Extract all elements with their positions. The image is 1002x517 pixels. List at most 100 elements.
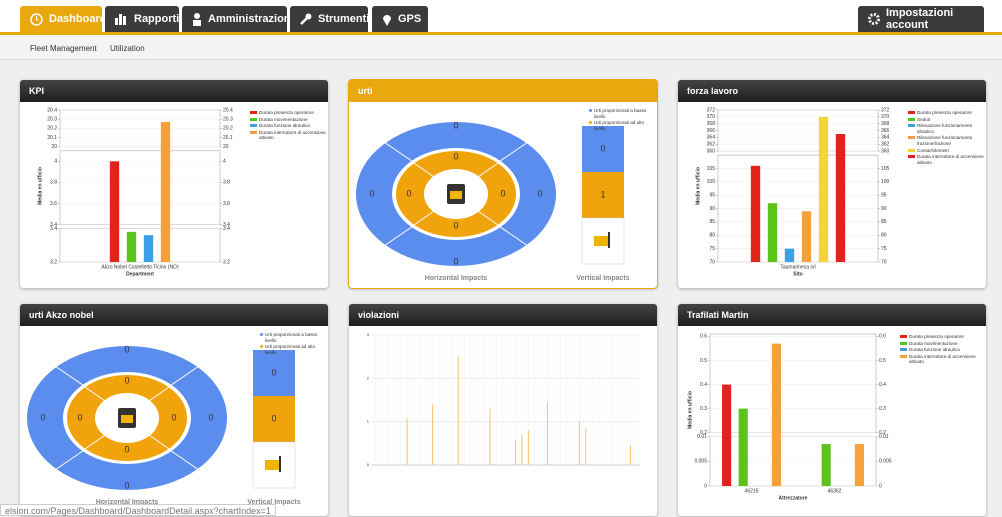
tab[interactable]: GPS xyxy=(372,6,428,32)
widget-title: KPI xyxy=(20,80,328,102)
impact-value: 0 xyxy=(171,412,176,422)
y-tick-label: 3.4 xyxy=(50,226,57,232)
vertical-box xyxy=(582,126,624,172)
y-tick-label: 3.8 xyxy=(50,180,57,186)
icon xyxy=(383,14,391,26)
tab[interactable]: Amministrazione xyxy=(182,6,297,32)
bar xyxy=(835,133,846,262)
y-tick-label: 20.1 xyxy=(47,135,57,141)
plot-segment xyxy=(59,150,221,225)
y-tick-label: 0.01 xyxy=(697,434,707,440)
impact-value: 0 xyxy=(77,412,82,422)
legend-label: Urti proporzionati a basso livello xyxy=(594,108,647,119)
y2-tick-label: 4 xyxy=(223,159,226,165)
legend-item: Urti proporzionati a basso livello xyxy=(260,332,320,343)
forklift-icon xyxy=(450,191,462,199)
impact-value: 0 xyxy=(124,444,129,454)
legend-swatch xyxy=(908,148,915,152)
impact-value: 0 xyxy=(453,256,458,266)
bar xyxy=(126,231,137,262)
vertical-box xyxy=(582,172,624,218)
bar xyxy=(143,235,154,262)
icon xyxy=(30,12,43,26)
tab-label: Strumenti xyxy=(318,13,370,25)
tab[interactable]: Strumenti xyxy=(290,6,370,32)
x-axis-label: Department xyxy=(126,271,154,277)
y-axis-label: Media en ufficio xyxy=(37,167,43,205)
y2-tick-label: 3.8 xyxy=(223,180,230,186)
legend-swatch xyxy=(260,345,263,349)
y-tick-label: 360 xyxy=(707,148,716,154)
widget-chart: 3.2 3.23.4 3.43.4 3.43.6 3.63.8 3.84 420 2020.1… xyxy=(37,107,233,277)
icon xyxy=(300,13,312,25)
vertical-box xyxy=(253,350,295,396)
bar xyxy=(521,434,523,465)
y2-tick-label: 372 xyxy=(881,107,890,113)
impact-value: 0 xyxy=(124,480,129,490)
legend-label: Contachilometri xyxy=(917,147,949,153)
divider xyxy=(413,210,435,226)
y2-tick-label: 360 xyxy=(881,148,890,154)
impact-value: 0 xyxy=(500,188,505,198)
y2-tick-label: 20.4 xyxy=(223,107,233,113)
y-axis-label: Media en ufficio xyxy=(695,167,701,205)
legend-label: Rilevazione funzionamento trazione/trazi… xyxy=(917,135,973,146)
sub-nav-link[interactable]: Fleet Management xyxy=(30,44,97,53)
forklift-icon xyxy=(279,456,281,472)
plot-segment xyxy=(59,228,221,263)
axis-label: Horizontal Impacts xyxy=(96,499,159,506)
legend-swatch xyxy=(250,117,257,121)
legend-swatch xyxy=(589,121,592,125)
impact-value: 0 xyxy=(40,412,45,422)
legend-swatch xyxy=(900,348,907,352)
tab[interactable]: Dashboard xyxy=(20,6,106,32)
bar xyxy=(578,421,580,465)
legend-label: Durata funzione idraulica xyxy=(259,123,310,129)
legend-swatch xyxy=(260,333,263,336)
legend-item: Contachilometri xyxy=(908,148,986,154)
bar xyxy=(515,439,517,465)
y-tick-label: 0.5 xyxy=(700,358,707,364)
y2-tick-label: 20.3 xyxy=(223,117,233,123)
impact-value: 0 xyxy=(124,375,129,385)
y-tick-label: 2 xyxy=(367,375,370,380)
bar xyxy=(750,165,761,262)
legend: Durata presenza operatore Seduti Rilevazio… xyxy=(908,110,986,166)
sub-nav-link[interactable]: Utilization xyxy=(110,44,145,53)
bar xyxy=(821,444,831,486)
y2-tick-label: 362 xyxy=(881,142,890,148)
y2-tick-label: 366 xyxy=(881,128,890,134)
account-button[interactable]: Impostazioni account xyxy=(858,6,984,32)
impact-value: 0 xyxy=(453,220,458,230)
tab[interactable]: Rapporti xyxy=(105,6,179,32)
divider xyxy=(477,210,499,226)
legend-label: Durata funzione idraulica xyxy=(909,347,960,353)
sub-nav: Fleet Management Utilization xyxy=(0,35,1002,60)
bar xyxy=(160,121,171,262)
legend-swatch xyxy=(908,136,915,140)
legend-item: Durata funzione idraulica xyxy=(900,347,978,353)
legend-label: Durata presenza operatore xyxy=(909,334,964,339)
widget-title: Trafilati Martin xyxy=(678,304,986,326)
divider xyxy=(477,162,499,178)
legend-swatch xyxy=(900,341,907,345)
legend-item: Rilevazione funzionamento idraulico xyxy=(908,123,986,134)
y2-tick-label: 3.4 xyxy=(223,226,230,232)
y2-tick-label: 20.2 xyxy=(223,126,233,132)
x-tick-label: 46362 xyxy=(828,488,842,494)
legend-label: Durata interruttore di accensione attiva… xyxy=(909,353,976,365)
bar xyxy=(457,356,459,465)
widget-title: urti Akzo nobel xyxy=(20,304,328,326)
legend-item: Durata interruttore di accensione attiva… xyxy=(250,130,328,141)
y-tick-label: 0.3 xyxy=(700,406,707,412)
impact-value: 0 xyxy=(208,412,213,422)
y2-tick-label: 3.6 xyxy=(223,201,230,207)
y-tick-label: 0 xyxy=(367,462,370,467)
y2-tick-label: 105 xyxy=(881,166,890,172)
legend-label: Urti proporzionati a basso livello xyxy=(265,332,318,343)
bar xyxy=(767,203,778,262)
widget: KPI 3.2 3.2 3.4 3.4 3.4 3.4 3.6 3.6 3.8 3.8 4 4 20 20 2… xyxy=(20,80,328,288)
